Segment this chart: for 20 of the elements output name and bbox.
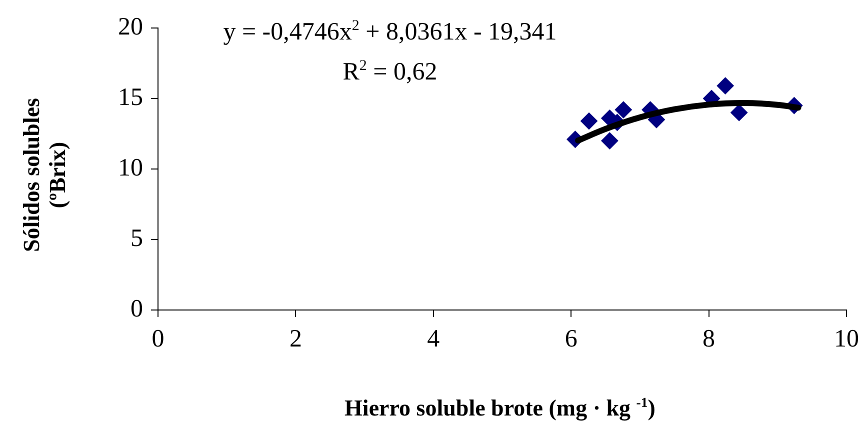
x-tick-label: 8 <box>702 326 716 353</box>
point <box>716 77 734 94</box>
y-axis-title: Sólidos solubles (ºBrix) <box>19 96 71 254</box>
y-tick-label: 0 <box>130 296 143 323</box>
x-tick-label: 10 <box>834 326 859 353</box>
y-tick-label: 20 <box>118 14 143 41</box>
y-tick-label: 10 <box>118 154 143 182</box>
point <box>580 112 598 130</box>
x-tick-label: 0 <box>152 326 164 353</box>
y-tick-label: 5 <box>130 225 143 252</box>
y-tick-label: 15 <box>118 84 143 112</box>
annotation: y = -0,4746x$^{2}$ + 8,0361x - 19,341 <box>223 18 557 46</box>
point <box>601 132 618 150</box>
annotation: R$^{2}$ = 0,62 <box>342 58 438 86</box>
point <box>730 104 748 122</box>
x-tick-label: 2 <box>289 326 302 353</box>
x-tick-label: 4 <box>427 326 440 353</box>
x-axis-title: Hierro soluble brote (mg · kg $^{-1}$) <box>344 395 656 422</box>
x-tick-label: 6 <box>564 326 578 353</box>
point <box>614 101 632 118</box>
